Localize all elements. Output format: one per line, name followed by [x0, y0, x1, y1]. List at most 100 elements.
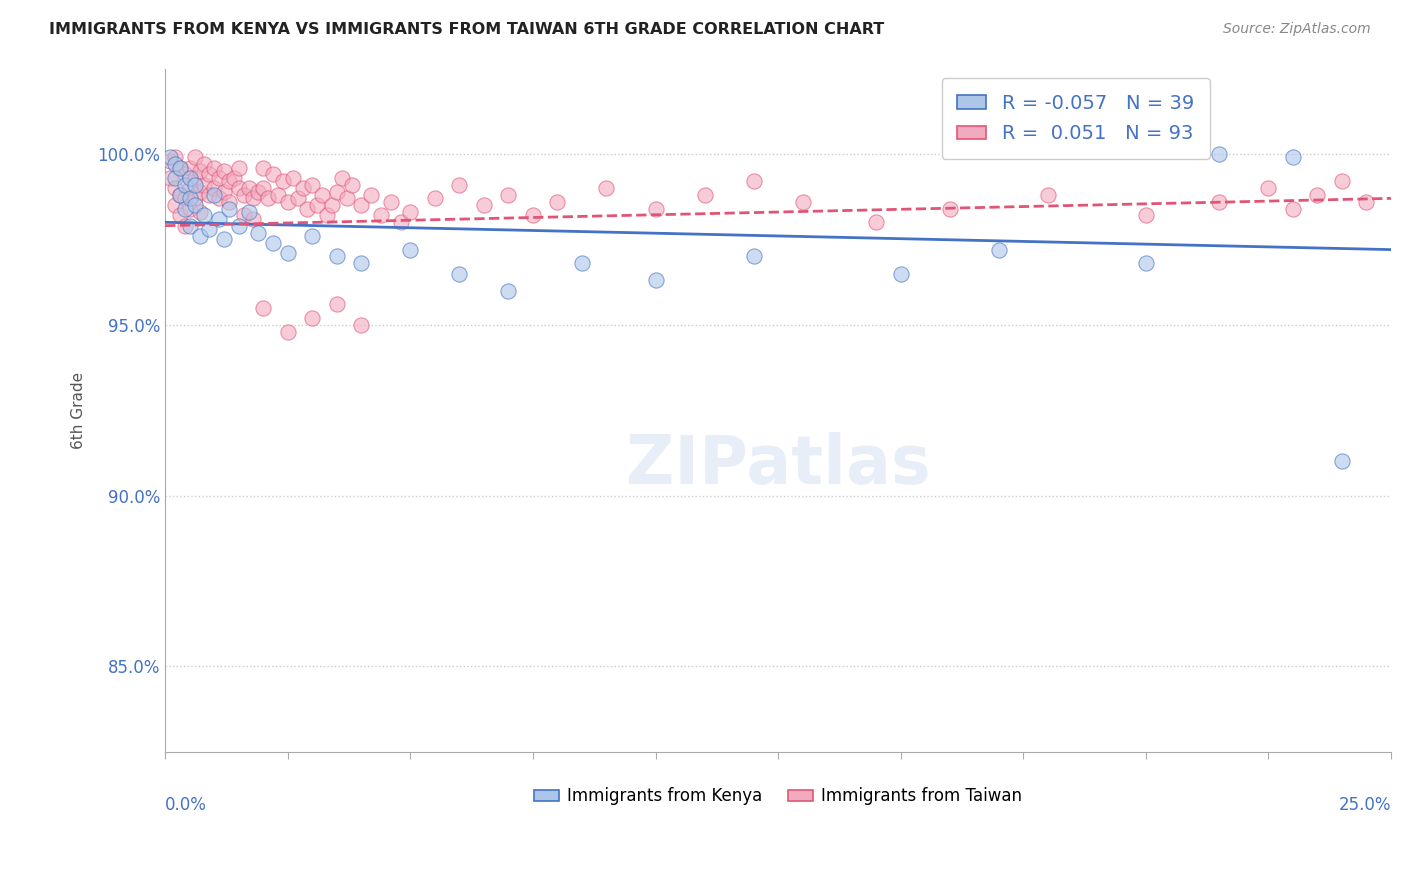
Point	[163, 198, 186, 212]
Point	[595, 181, 617, 195]
Legend: Immigrants from Kenya, Immigrants from Taiwan: Immigrants from Kenya, Immigrants from T…	[527, 780, 1029, 812]
Point	[1282, 150, 1305, 164]
Point	[291, 181, 314, 195]
Point	[498, 188, 520, 202]
Point	[277, 194, 299, 209]
Point	[257, 191, 280, 205]
Point	[163, 181, 186, 195]
Point	[228, 161, 250, 175]
Point	[179, 161, 201, 175]
Point	[301, 229, 323, 244]
Point	[238, 181, 260, 195]
Point	[198, 188, 221, 202]
Point	[311, 188, 333, 202]
Point	[169, 209, 191, 223]
Point	[326, 185, 349, 199]
Point	[232, 209, 254, 223]
Point	[242, 191, 264, 205]
Point	[193, 157, 215, 171]
Point	[183, 150, 205, 164]
Point	[252, 161, 274, 175]
Point	[271, 174, 294, 188]
Point	[173, 219, 195, 233]
Point	[159, 153, 181, 168]
Point	[193, 209, 215, 223]
Point	[399, 205, 422, 219]
Point	[301, 178, 323, 192]
Point	[380, 194, 402, 209]
Point	[693, 188, 716, 202]
Point	[522, 209, 544, 223]
Point	[159, 170, 181, 185]
Point	[350, 256, 373, 270]
Point	[202, 188, 225, 202]
Text: ZIPatlas: ZIPatlas	[626, 432, 931, 498]
Point	[169, 188, 191, 202]
Point	[1330, 174, 1353, 188]
Point	[472, 198, 495, 212]
Text: 25.0%: 25.0%	[1339, 797, 1391, 814]
Point	[179, 202, 201, 216]
Point	[865, 215, 887, 229]
Point	[1257, 181, 1279, 195]
Point	[326, 297, 349, 311]
Point	[1208, 194, 1230, 209]
Point	[208, 211, 231, 226]
Point	[183, 198, 205, 212]
Point	[173, 202, 195, 216]
Point	[449, 178, 471, 192]
Point	[330, 170, 353, 185]
Point	[389, 215, 412, 229]
Point	[179, 181, 201, 195]
Point	[169, 161, 191, 175]
Point	[198, 168, 221, 182]
Point	[267, 188, 290, 202]
Point	[218, 202, 240, 216]
Point	[938, 202, 960, 216]
Point	[360, 188, 382, 202]
Point	[212, 232, 235, 246]
Point	[202, 161, 225, 175]
Point	[1135, 209, 1157, 223]
Point	[183, 170, 205, 185]
Point	[222, 170, 245, 185]
Point	[277, 246, 299, 260]
Point	[316, 209, 339, 223]
Point	[571, 256, 593, 270]
Point	[238, 205, 260, 219]
Point	[423, 191, 446, 205]
Point	[1330, 454, 1353, 468]
Point	[890, 267, 912, 281]
Point	[159, 150, 181, 164]
Point	[1355, 194, 1378, 209]
Point	[1282, 202, 1305, 216]
Y-axis label: 6th Grade: 6th Grade	[72, 372, 86, 449]
Point	[281, 170, 304, 185]
Point	[326, 250, 349, 264]
Point	[173, 191, 195, 205]
Point	[644, 202, 666, 216]
Point	[742, 250, 765, 264]
Point	[208, 191, 231, 205]
Point	[1208, 147, 1230, 161]
Point	[370, 209, 392, 223]
Text: 0.0%: 0.0%	[166, 797, 207, 814]
Point	[188, 164, 211, 178]
Point	[1306, 188, 1329, 202]
Point	[287, 191, 309, 205]
Point	[188, 205, 211, 219]
Point	[188, 185, 211, 199]
Point	[321, 198, 343, 212]
Point	[163, 170, 186, 185]
Point	[262, 235, 284, 250]
Point	[262, 168, 284, 182]
Point	[169, 161, 191, 175]
Point	[350, 198, 373, 212]
Point	[179, 170, 201, 185]
Point	[232, 188, 254, 202]
Point	[198, 222, 221, 236]
Point	[336, 191, 359, 205]
Point	[179, 191, 201, 205]
Point	[228, 181, 250, 195]
Point	[252, 301, 274, 315]
